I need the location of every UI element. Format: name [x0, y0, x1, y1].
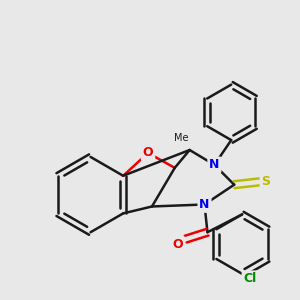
Text: Cl: Cl: [243, 272, 257, 285]
Text: O: O: [172, 238, 183, 250]
Text: O: O: [143, 146, 153, 160]
Text: S: S: [261, 175, 270, 188]
Text: N: N: [209, 158, 220, 171]
Text: N: N: [199, 198, 210, 211]
Text: Me: Me: [175, 133, 189, 143]
